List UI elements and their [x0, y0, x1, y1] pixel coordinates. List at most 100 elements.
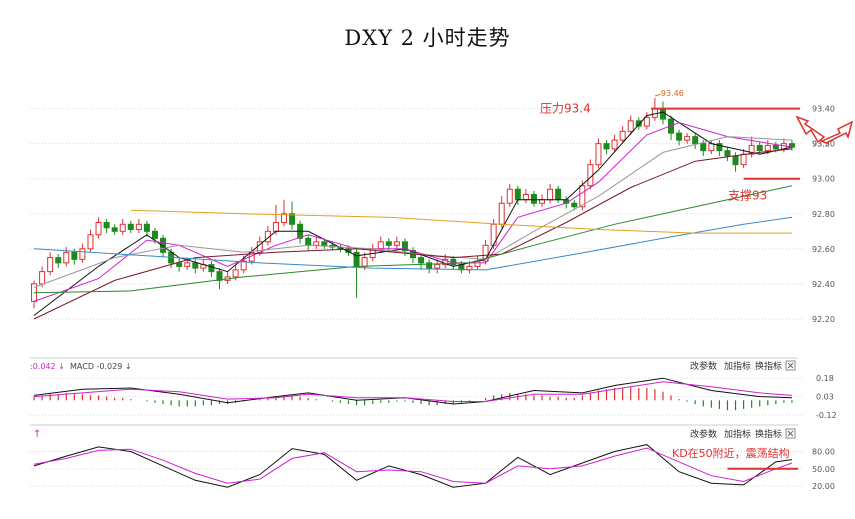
candle-up [393, 241, 400, 246]
candle-up [684, 136, 691, 141]
macd-dif-line [33, 377, 793, 405]
candle-down [55, 257, 62, 264]
macd-y-tick-label: 0.18 [816, 374, 834, 383]
candle-up [79, 248, 86, 260]
candle-down [530, 193, 537, 204]
candle-down [555, 188, 562, 201]
kd-y-tick-label: 20.00 [812, 482, 835, 491]
candle-down [603, 143, 610, 150]
candle-down [385, 241, 392, 246]
candle-up [377, 241, 384, 250]
candle-up [232, 269, 239, 278]
kd-k-line [33, 444, 793, 488]
candle-down [724, 150, 731, 157]
moving-average-line [33, 185, 793, 294]
candle-down [756, 144, 763, 152]
candle-down [176, 262, 183, 267]
candle-up [482, 244, 489, 262]
kd-toolbar-1: 加指标 [724, 428, 751, 440]
candle-up [313, 241, 320, 246]
kd-y-tick-label: 50.00 [812, 465, 835, 474]
candle-down [321, 241, 328, 246]
down-arrow-icon [795, 115, 826, 144]
candle-down [426, 262, 433, 269]
candle-up [434, 264, 441, 269]
candle-down [635, 120, 642, 127]
candle-up [498, 202, 505, 225]
kd-toolbar-2: 换指标 [755, 428, 782, 440]
candle-down [192, 262, 199, 269]
candle-up [611, 139, 618, 150]
candle-up [579, 185, 586, 208]
candle-up [764, 144, 771, 152]
candle-up [280, 213, 287, 224]
support-label: 支撑93 [728, 188, 767, 203]
y-tick-label: 93.40 [812, 105, 835, 114]
macd-prefix-label: :0.042 ↓ [30, 362, 65, 371]
candle-up [748, 144, 755, 155]
kd-y-tick-label: 80.00 [812, 448, 835, 457]
candle-up [595, 143, 602, 166]
candle-down [514, 188, 521, 201]
candle-down [127, 223, 134, 231]
y-tick-label: 92.20 [812, 315, 835, 324]
y-tick-label: 92.80 [812, 210, 835, 219]
kd-annotation: KD在50附近，震荡结构 [672, 446, 790, 460]
candle-down [676, 132, 683, 141]
candle-down [716, 143, 723, 152]
moving-average-line [33, 122, 793, 302]
candle-down [289, 213, 296, 225]
candle-down [160, 237, 167, 253]
moving-average-line [130, 209, 792, 234]
candle-up [651, 108, 658, 118]
y-tick-label: 93.00 [812, 175, 835, 184]
candle-down [401, 241, 408, 252]
candle-up [184, 262, 191, 267]
high-price-label: 93.46 [661, 89, 684, 98]
up-arrow-icon [820, 120, 854, 144]
candle-up [95, 222, 102, 236]
macd-toolbar-1: 加指标 [724, 360, 751, 372]
y-tick-label: 92.40 [812, 280, 835, 289]
chart-title: DXY 2 小时走势 [344, 26, 511, 50]
moving-average-line [33, 148, 793, 320]
candle-up [240, 260, 247, 271]
candle-down [700, 143, 707, 152]
high-marker [654, 93, 662, 97]
candle-down [772, 144, 779, 150]
candle-down [418, 257, 425, 264]
candle-up [39, 271, 46, 285]
candle-up [135, 223, 142, 231]
macd-toolbar-0: 改参数 [690, 360, 717, 372]
kd-d-line [33, 447, 793, 484]
macd-y-tick-label: -0.12 [816, 411, 837, 420]
candle-down [692, 136, 699, 145]
candle-up [627, 120, 634, 132]
candle-up [708, 143, 715, 152]
candle-up [740, 153, 747, 166]
macd-label: MACD -0.029 ↓ [70, 362, 132, 371]
close-icon-x [787, 362, 794, 369]
candle-up [506, 188, 513, 204]
candle-up [47, 257, 54, 273]
candle-down [305, 237, 312, 246]
candle-down [151, 230, 158, 239]
macd-dea-line [33, 381, 793, 402]
y-tick-label: 93.20 [812, 140, 835, 149]
kd-toolbar-0: 改参数 [690, 428, 717, 440]
candle-up [361, 257, 368, 267]
candle-up [547, 188, 554, 201]
candle-down [732, 155, 739, 166]
candle-up [522, 193, 529, 201]
candle-up [442, 258, 449, 266]
candle-down [111, 227, 118, 232]
candle-down [659, 108, 666, 120]
resistance-label: 压力93.4 [540, 102, 591, 116]
last-price-label: 93.3 [812, 140, 830, 149]
candle-down [103, 222, 110, 229]
macd-y-tick-label: 0.03 [816, 393, 834, 402]
y-tick-label: 92.60 [812, 245, 835, 254]
candle-up [87, 234, 94, 250]
moving-average-line [33, 216, 793, 271]
